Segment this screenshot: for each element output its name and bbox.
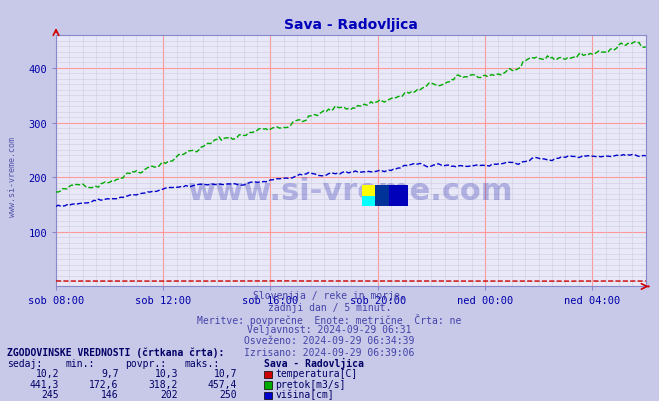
Text: maks.:: maks.:	[185, 358, 219, 368]
Bar	[362, 185, 389, 206]
Text: povpr.:: povpr.:	[125, 358, 166, 368]
Text: višina[cm]: višina[cm]	[275, 389, 334, 399]
Text: 457,4: 457,4	[208, 379, 237, 389]
Text: 9,7: 9,7	[101, 368, 119, 378]
Text: 10,3: 10,3	[154, 368, 178, 378]
Text: www.si-vreme.com: www.si-vreme.com	[8, 136, 17, 217]
Text: 10,2: 10,2	[36, 368, 59, 378]
Text: 10,7: 10,7	[214, 368, 237, 378]
Text: Slovenija / reke in morje.: Slovenija / reke in morje.	[253, 291, 406, 301]
Text: Sava - Radovljica: Sava - Radovljica	[264, 357, 364, 368]
Text: sedaj:: sedaj:	[7, 358, 42, 368]
Text: 441,3: 441,3	[30, 379, 59, 389]
Text: Izrisano: 2024-09-29 06:39:06: Izrisano: 2024-09-29 06:39:06	[244, 347, 415, 357]
Text: 245: 245	[42, 389, 59, 399]
Text: 250: 250	[219, 389, 237, 399]
Bar	[389, 185, 408, 206]
Text: pretok[m3/s]: pretok[m3/s]	[275, 379, 346, 389]
Title: Sava - Radovljica: Sava - Radovljica	[284, 18, 418, 32]
Text: temperatura[C]: temperatura[C]	[275, 368, 358, 378]
Text: zadnji dan / 5 minut.: zadnji dan / 5 minut.	[268, 302, 391, 312]
Bar	[376, 185, 389, 206]
Text: www.si-vreme.com: www.si-vreme.com	[188, 177, 513, 206]
Text: ZGODOVINSKE VREDNOSTI (črtkana črta):: ZGODOVINSKE VREDNOSTI (črtkana črta):	[7, 346, 224, 357]
Text: 146: 146	[101, 389, 119, 399]
Text: 318,2: 318,2	[148, 379, 178, 389]
Text: Meritve: povprečne  Enote: metrične  Črta: ne: Meritve: povprečne Enote: metrične Črta:…	[197, 313, 462, 325]
Text: 172,6: 172,6	[89, 379, 119, 389]
Bar	[362, 197, 378, 206]
Text: Osveženo: 2024-09-29 06:34:39: Osveženo: 2024-09-29 06:34:39	[244, 336, 415, 346]
Text: 202: 202	[160, 389, 178, 399]
Text: min.:: min.:	[66, 358, 96, 368]
Text: Veljavnost: 2024-09-29 06:31: Veljavnost: 2024-09-29 06:31	[247, 324, 412, 334]
